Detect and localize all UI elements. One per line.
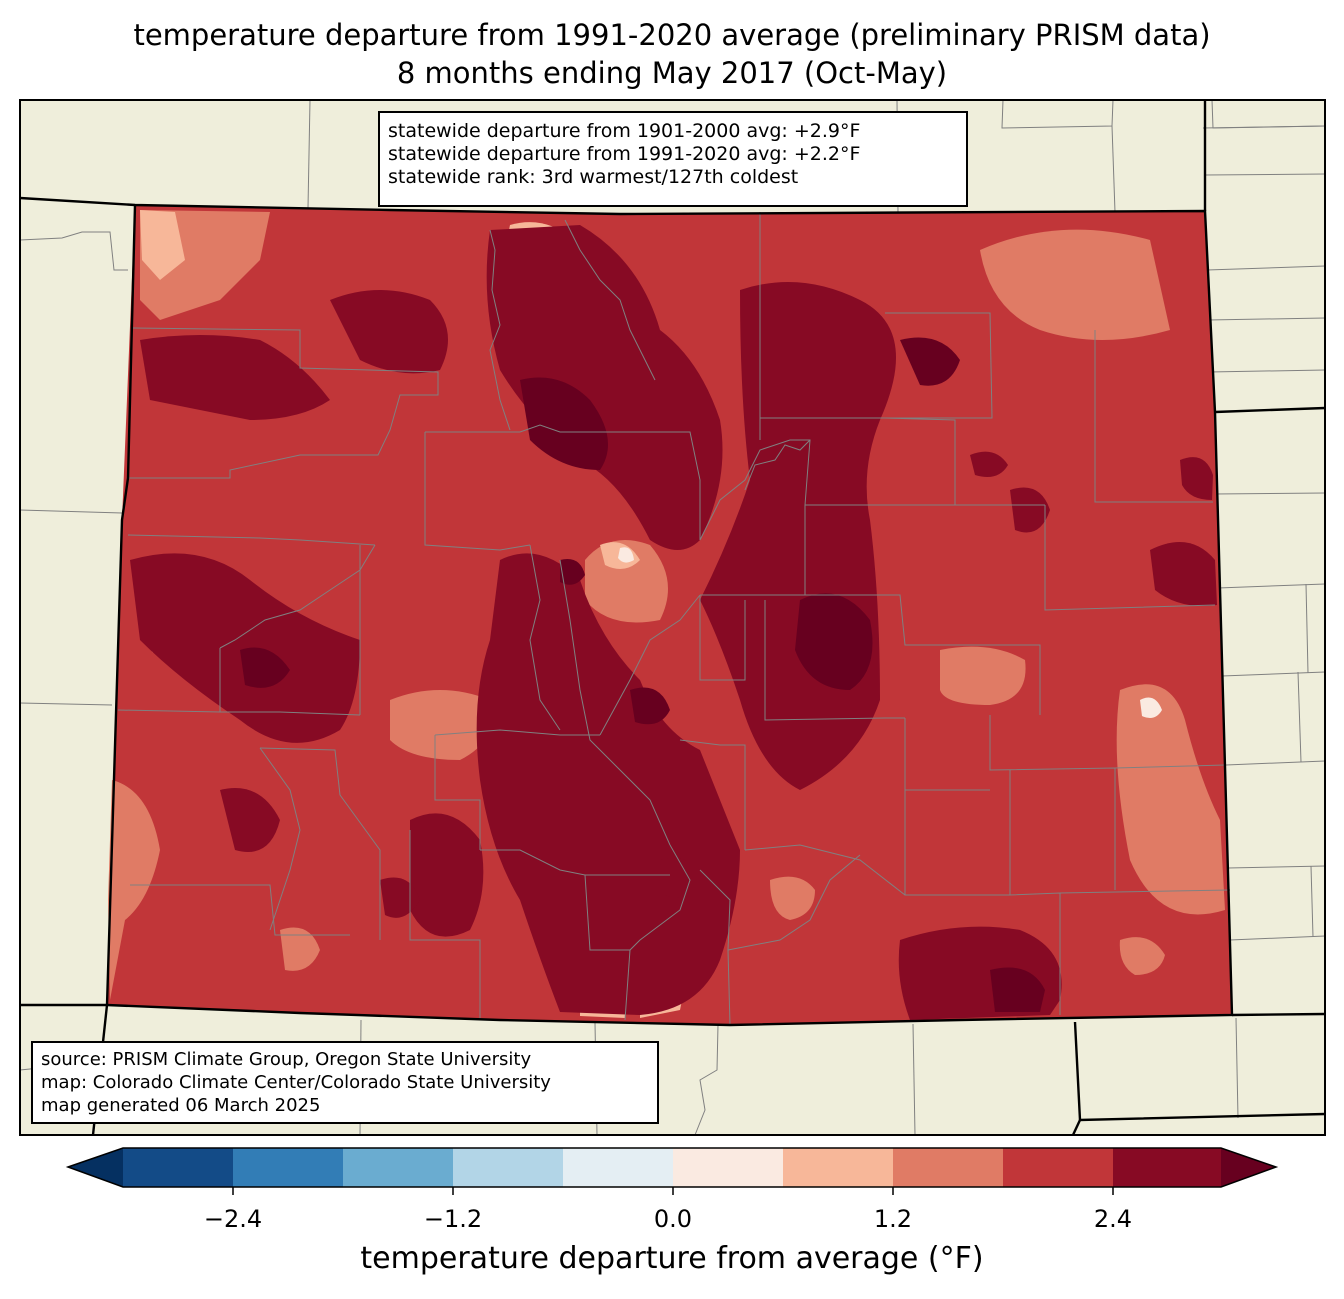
- statewide-stats-box: statewide departure from 1901-2000 avg: …: [378, 111, 968, 207]
- county-lines: [117, 212, 1231, 1026]
- colorbar-bin: [343, 1148, 453, 1187]
- colorbar-extend-low: [68, 1148, 123, 1187]
- colorbar-bin: [673, 1148, 783, 1187]
- stats-line-1901-2000: statewide departure from 1901-2000 avg: …: [388, 120, 861, 142]
- neighbor-county-lines: [19, 99, 1326, 1136]
- source-line-prism: source: PRISM Climate Group, Oregon Stat…: [41, 1049, 532, 1070]
- source-line-generated: map generated 06 March 2025: [41, 1095, 321, 1116]
- warm-anomaly-darkest: [240, 337, 1045, 1012]
- colorbar-bin: [563, 1148, 673, 1187]
- colorbar-label: temperature departure from average (°F): [360, 1241, 984, 1276]
- map-frame: [19, 99, 1326, 1136]
- colorbar-bin: [1113, 1148, 1221, 1187]
- colorbar-bin: [893, 1148, 1003, 1187]
- source-box: source: PRISM Climate Group, Oregon Stat…: [31, 1041, 659, 1124]
- colorbar-ticks: [232, 1187, 1114, 1195]
- stats-line-1991-2020: statewide departure from 1991-2020 avg: …: [388, 143, 861, 165]
- colorbar-extend-high: [1221, 1148, 1276, 1187]
- colorbar-bin: [1003, 1148, 1113, 1187]
- colorbar-tick-label: −2.4: [203, 1205, 263, 1233]
- colorbar-tick-label: 0.0: [653, 1205, 693, 1233]
- map-subtitle: 8 months ending May 2017 (Oct-May): [396, 56, 948, 90]
- state-borders: [19, 100, 1326, 1136]
- stats-line-rank: statewide rank: 3rd warmest/127th coldes…: [388, 166, 799, 188]
- colorbar-bin: [233, 1148, 343, 1187]
- colorbar-tick-label: 1.2: [873, 1205, 913, 1233]
- colorbar-outline: [65, 1147, 1279, 1188]
- map-title: temperature departure from 1991-2020 ave…: [133, 18, 1211, 52]
- source-line-map: map: Colorado Climate Center/Colorado St…: [41, 1072, 551, 1093]
- colorbar-tick-label: 2.4: [1093, 1205, 1133, 1233]
- colorado-fill: [107, 205, 1232, 1025]
- colorbar: [65, 1147, 1279, 1195]
- colorbar-bin: [123, 1148, 233, 1187]
- colorbar-tick-label: −1.2: [423, 1205, 483, 1233]
- colorbar-bin: [783, 1148, 893, 1187]
- colorbar-bin: [453, 1148, 563, 1187]
